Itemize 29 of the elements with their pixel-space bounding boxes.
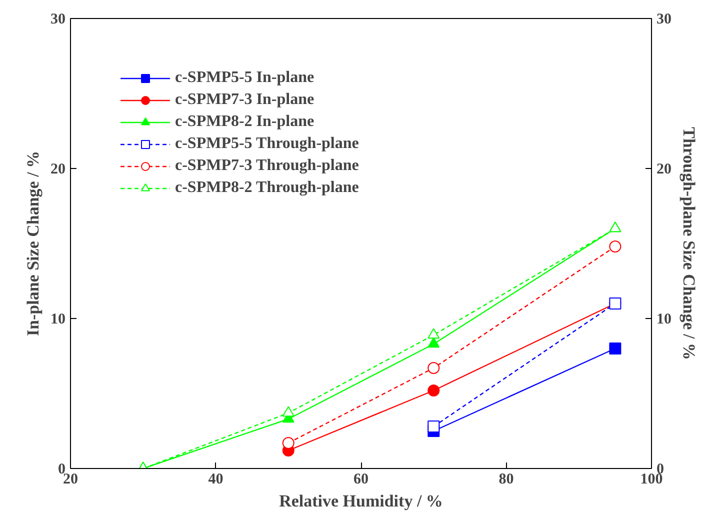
point (428, 337, 440, 348)
y-tick-label: 0 (58, 462, 66, 478)
y-tick-label: 10 (50, 312, 66, 328)
x-axis-title: Relative Humidity / % (279, 492, 443, 510)
legend-label: c-SPMP8-2 In-plane (175, 113, 314, 131)
x-tick-label: 80 (498, 472, 514, 488)
point (428, 384, 440, 396)
y-tick-label: 20 (50, 162, 66, 178)
x-tick-label: 60 (354, 472, 368, 488)
point (282, 406, 294, 417)
y2-tick-label: 10 (656, 312, 672, 328)
point (428, 328, 440, 339)
y2-axis-title: Through-plane Size Change / % (680, 127, 698, 360)
point (609, 240, 622, 252)
point (428, 420, 440, 432)
point (428, 362, 440, 374)
y-tick-label: 30 (50, 12, 66, 28)
x-tick-label: 40 (208, 472, 224, 488)
legend-label: c-SPMP5-5 Through-plane (175, 135, 359, 153)
point (282, 437, 294, 449)
legend-label: c-SPMP5-5 In-plane (175, 69, 314, 87)
legend-label: c-SPMP7-3 In-plane (175, 91, 314, 109)
point (609, 342, 622, 354)
y2-tick-label: 30 (656, 12, 672, 28)
x-tick-label: 20 (63, 472, 78, 488)
y2-tick-label: 20 (656, 162, 672, 178)
legend-label: c-SPMP8-2 Through-plane (175, 179, 359, 197)
legend-label: c-SPMP7-3 Through-plane (175, 157, 359, 175)
y-axis-title: In-plane Size Change / % (24, 150, 42, 336)
